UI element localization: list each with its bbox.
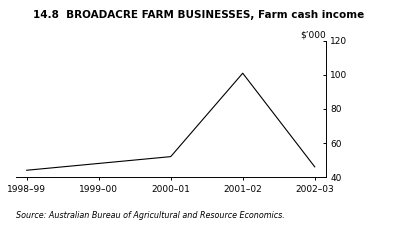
Text: $’000: $’000 [300,30,326,39]
Text: Source: Australian Bureau of Agricultural and Resource Economics.: Source: Australian Bureau of Agricultura… [16,211,285,220]
Text: 14.8  BROADACRE FARM BUSINESSES, Farm cash income: 14.8 BROADACRE FARM BUSINESSES, Farm cas… [33,10,364,20]
